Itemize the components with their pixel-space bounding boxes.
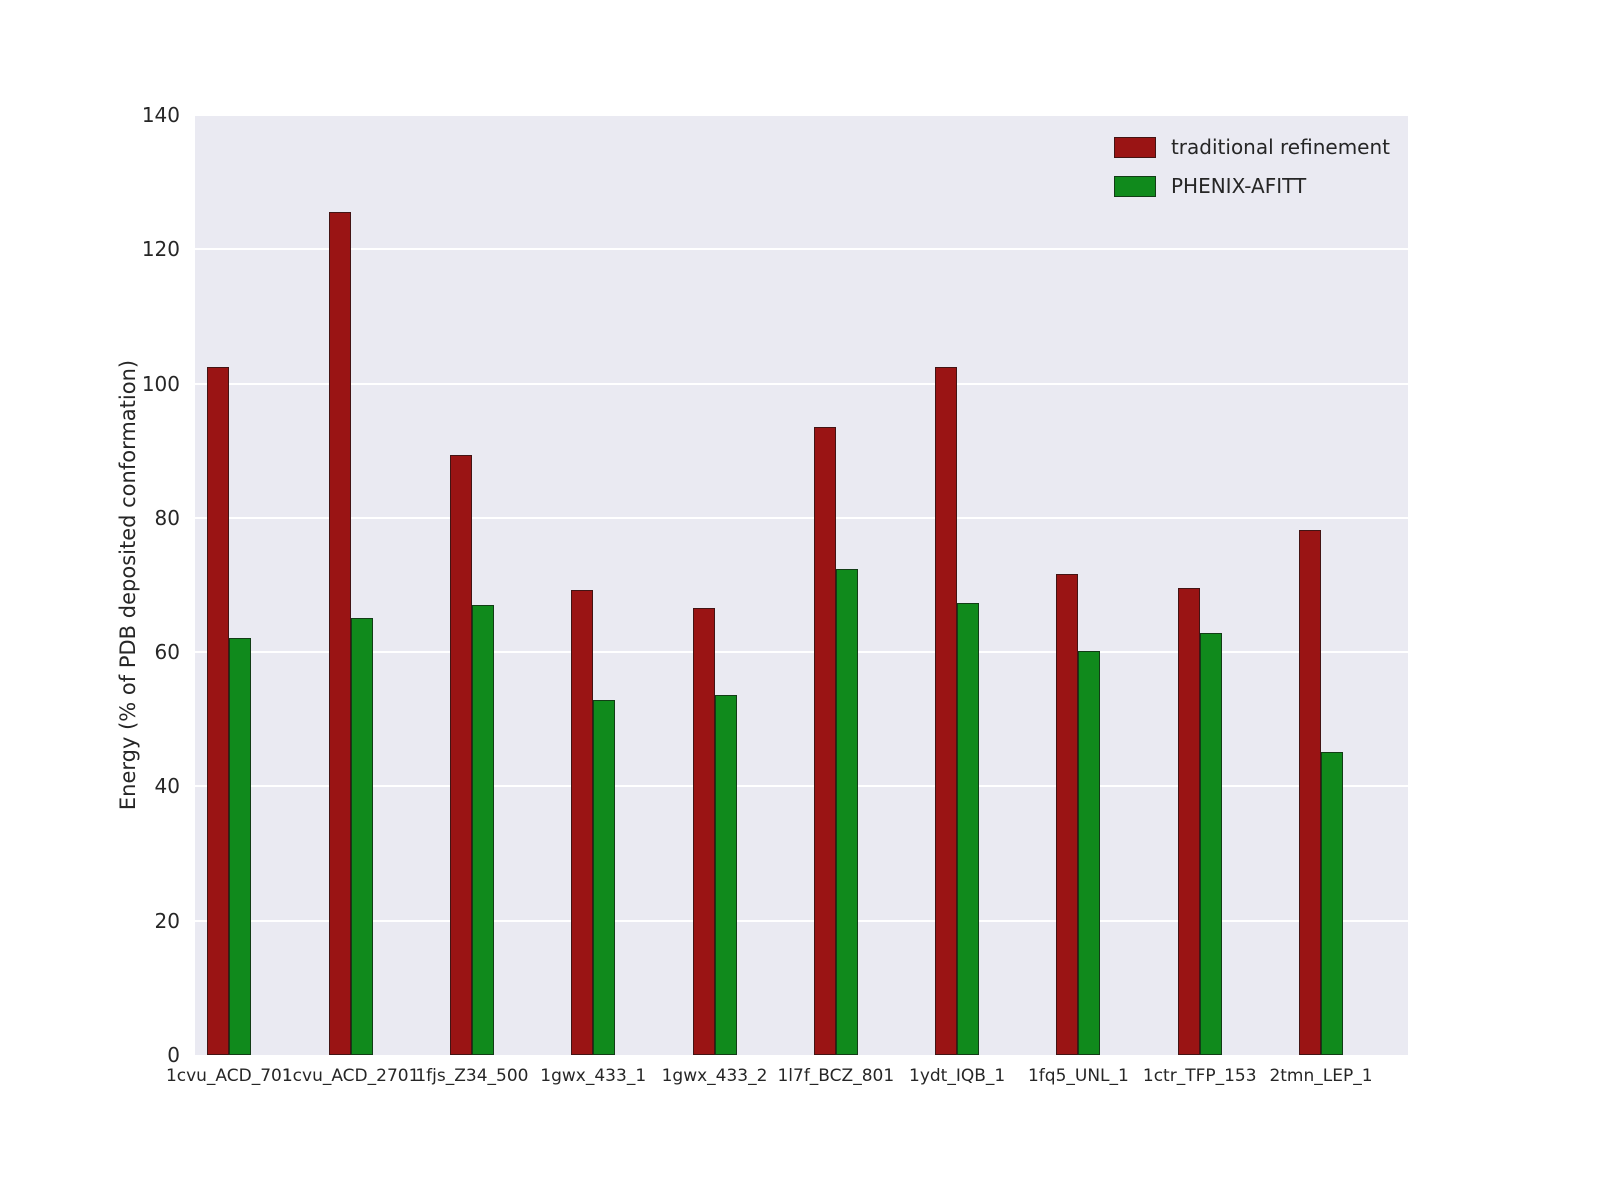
bar-traditional-refinement: [1056, 574, 1079, 1055]
bar-phenix-afitt: [1199, 632, 1222, 1055]
gridline: [195, 382, 1408, 385]
gridline: [195, 651, 1408, 654]
x-tick-label: 1ctr_TFP_153: [1142, 1066, 1257, 1086]
plot-area: traditional refinement PHENIX-AFITT: [195, 114, 1408, 1055]
x-tick-label: 1ydt_IQB_1: [909, 1066, 1006, 1086]
bar-phenix-afitt: [957, 603, 980, 1055]
gridline: [195, 114, 1408, 116]
bar-phenix-afitt: [350, 617, 373, 1055]
x-tick-label: 1gwx_433_2: [661, 1066, 768, 1086]
y-tick-label: 140: [141, 103, 180, 127]
bar-traditional-refinement: [571, 590, 594, 1055]
legend-swatch-icon: [1113, 136, 1156, 158]
x-tick-label: 1cvu_ACD_701: [165, 1066, 293, 1086]
gridline: [195, 919, 1408, 922]
bar-traditional-refinement: [935, 366, 958, 1055]
bar-phenix-afitt: [714, 695, 737, 1055]
bar-phenix-afitt: [1321, 751, 1344, 1055]
bar-traditional-refinement: [692, 607, 715, 1055]
bar-traditional-refinement: [1299, 529, 1322, 1055]
x-tick-label: 1l7f_BCZ_801: [777, 1066, 895, 1086]
x-tick-label: 1fq5_UNL_1: [1027, 1066, 1129, 1086]
legend-swatch-icon: [1113, 175, 1156, 197]
legend-item-traditional-refinement: traditional refinement: [1113, 135, 1390, 159]
x-tick-label: 2tmn_LEP_1: [1269, 1066, 1373, 1086]
bar-phenix-afitt: [835, 568, 858, 1055]
x-tick-label: 1fjs_Z34_500: [415, 1066, 529, 1086]
y-tick-label: 0: [167, 1043, 180, 1067]
legend-label: PHENIX-AFITT: [1170, 174, 1307, 198]
bar-traditional-refinement: [813, 427, 836, 1055]
bar-phenix-afitt: [471, 605, 494, 1055]
bar-phenix-afitt: [593, 699, 616, 1055]
bar-phenix-afitt: [1078, 651, 1101, 1055]
gridline: [195, 516, 1408, 519]
bar-traditional-refinement: [328, 212, 351, 1055]
y-tick-label: 40: [154, 774, 180, 799]
gridline: [195, 248, 1408, 251]
bar-traditional-refinement: [1177, 587, 1200, 1055]
legend: traditional refinement PHENIX-AFITT: [1113, 135, 1390, 198]
y-tick-label: 60: [154, 640, 180, 665]
x-tick-label: 1cvu_ACD_2701: [281, 1066, 420, 1086]
y-tick-label: 20: [154, 908, 180, 933]
y-axis-title: Energy (% of PDB deposited conformation): [116, 359, 140, 811]
gridline: [195, 785, 1408, 788]
legend-label: traditional refinement: [1170, 135, 1390, 159]
bar-traditional-refinement: [207, 366, 230, 1055]
y-tick-label: 120: [141, 237, 180, 262]
x-tick-label: 1gwx_433_1: [540, 1066, 647, 1086]
bar-phenix-afitt: [229, 638, 252, 1055]
y-tick-label: 80: [154, 505, 180, 530]
legend-item-phenix-afitt: PHENIX-AFITT: [1113, 174, 1390, 198]
bar-traditional-refinement: [449, 455, 472, 1055]
y-tick-label: 100: [141, 371, 180, 396]
